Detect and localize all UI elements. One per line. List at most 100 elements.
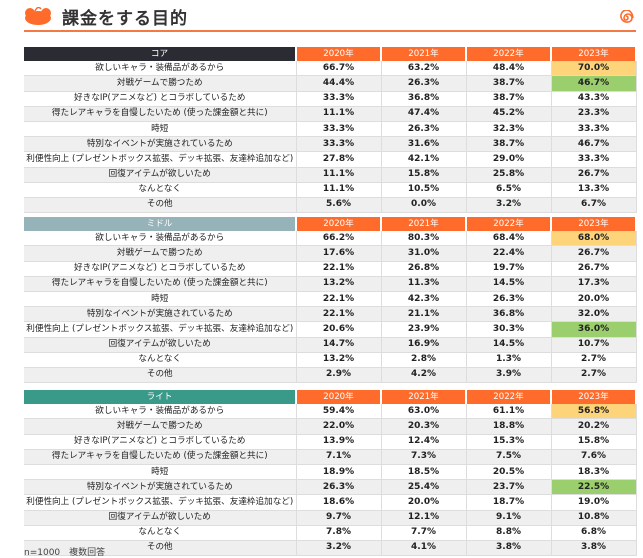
- section-title-bar: 課金をする目的: [24, 0, 636, 32]
- value-cell: 68.4%: [466, 231, 552, 247]
- table-row: 利便性向上 (プレゼントボックス拡張、デッキ拡張、友達枠追加など) 20.6% 23…: [24, 321, 637, 338]
- row-label: 対戦ゲームで勝つため: [24, 75, 297, 92]
- table-row: 好きなIP(アニメなど) とコラボしているため 33.3% 36.8% 38.7% 43…: [24, 91, 637, 107]
- header-row: ライト 2020年 2021年 2022年 2023年: [24, 390, 637, 405]
- value-cell: 2.7%: [551, 367, 637, 384]
- value-cell: 20.2%: [551, 418, 637, 435]
- value-cell: 22.1%: [296, 306, 382, 323]
- value-cell: 2.7%: [551, 352, 637, 368]
- value-cell: 3.2%: [466, 197, 552, 214]
- table-row: 特別なイベントが実施されているため 22.1% 21.1% 36.8% 32.0%: [24, 306, 637, 323]
- value-cell: 46.7%: [551, 75, 637, 92]
- value-cell: 7.5%: [466, 449, 552, 465]
- row-label: 好きなIP(アニメなど) とコラボしているため: [24, 261, 297, 277]
- row-label: 利便性向上 (プレゼントボックス拡張、デッキ拡張、友達枠追加など): [24, 321, 297, 338]
- table-row: なんとなく 11.1% 10.5% 6.5% 13.3%: [24, 182, 637, 198]
- value-cell: 18.7%: [466, 494, 552, 511]
- value-cell: 33.3%: [551, 121, 637, 138]
- value-cell: 66.2%: [296, 231, 382, 247]
- value-cell: 68.0%: [551, 231, 637, 247]
- table-row: 得たレアキャラを自慢したいため (使った課金額と共に) 7.1% 7.3% 7.5% 7…: [24, 449, 637, 465]
- value-cell: 10.7%: [551, 337, 637, 353]
- year-header: 2023年: [551, 390, 637, 405]
- value-cell: 46.7%: [551, 136, 637, 153]
- value-cell: 8.8%: [466, 525, 552, 541]
- value-cell: 22.0%: [296, 418, 382, 435]
- value-cell: 20.5%: [466, 464, 552, 481]
- value-cell: 13.2%: [296, 276, 382, 292]
- value-cell: 43.3%: [551, 91, 637, 107]
- value-cell: 14.5%: [466, 276, 552, 292]
- row-label: 好きなIP(アニメなど) とコラボしているため: [24, 91, 297, 107]
- value-cell: 19.7%: [466, 261, 552, 277]
- table-row: 時短 33.3% 26.3% 32.3% 33.3%: [24, 121, 637, 138]
- value-cell: 30.3%: [466, 321, 552, 338]
- row-label: なんとなく: [24, 525, 297, 541]
- table-middle: ミドル 2020年 2021年 2022年 2023年 欲しいキャラ・装備品があるから 66…: [24, 217, 637, 384]
- page-title: 課金をする目的: [62, 9, 188, 29]
- value-cell: 63.0%: [381, 404, 467, 420]
- table-row: その他 5.6% 0.0% 3.2% 6.7%: [24, 197, 637, 214]
- table-row: 回復アイテムが欲しいため 11.1% 15.8% 25.8% 26.7%: [24, 167, 637, 183]
- row-label: 対戦ゲームで勝つため: [24, 245, 297, 262]
- table-row: 利便性向上 (プレゼントボックス拡張、デッキ拡張、友達枠追加など) 18.6% 20…: [24, 494, 637, 511]
- table-row: 特別なイベントが実施されているため 33.3% 31.6% 38.7% 46.7%: [24, 136, 637, 153]
- value-cell: 22.4%: [466, 245, 552, 262]
- table-core: コア 2020年 2021年 2022年 2023年 欲しいキャラ・装備品があるから 66.…: [24, 47, 637, 214]
- value-cell: 32.3%: [466, 121, 552, 138]
- value-cell: 1.3%: [466, 352, 552, 368]
- value-cell: 2.8%: [381, 352, 467, 368]
- table-row: 対戦ゲームで勝つため 17.6% 31.0% 22.4% 26.7%: [24, 245, 637, 262]
- value-cell: 6.7%: [551, 197, 637, 214]
- value-cell: 12.4%: [381, 434, 467, 450]
- value-cell: 33.3%: [296, 91, 382, 107]
- value-cell: 20.6%: [296, 321, 382, 338]
- row-label: 回復アイテムが欲しいため: [24, 167, 297, 183]
- table-row: 好きなIP(アニメなど) とコラボしているため 13.9% 12.4% 15.3% 15…: [24, 434, 637, 450]
- value-cell: 26.3%: [466, 291, 552, 308]
- table-row: 欲しいキャラ・装備品があるから 66.7% 63.2% 48.4% 70.0%: [24, 61, 637, 77]
- row-label: 時短: [24, 291, 297, 308]
- value-cell: 48.4%: [466, 61, 552, 77]
- mascot-logo-icon: [25, 7, 51, 25]
- value-cell: 3.9%: [466, 367, 552, 384]
- value-cell: 33.3%: [296, 136, 382, 153]
- table-row: 欲しいキャラ・装備品があるから 66.2% 80.3% 68.4% 68.0%: [24, 231, 637, 247]
- value-cell: 47.4%: [381, 106, 467, 122]
- value-cell: 3.8%: [551, 540, 637, 557]
- row-label: 特別なイベントが実施されているため: [24, 136, 297, 153]
- value-cell: 4.2%: [381, 367, 467, 384]
- value-cell: 15.3%: [466, 434, 552, 450]
- value-cell: 32.0%: [551, 306, 637, 323]
- value-cell: 18.3%: [551, 464, 637, 481]
- header-row: ミドル 2020年 2021年 2022年 2023年: [24, 217, 637, 232]
- row-label: なんとなく: [24, 352, 297, 368]
- year-header: 2020年: [296, 217, 382, 232]
- value-cell: 31.6%: [381, 136, 467, 153]
- row-label: 好きなIP(アニメなど) とコラボしているため: [24, 434, 297, 450]
- value-cell: 20.3%: [381, 418, 467, 435]
- segment-header: ミドル: [24, 217, 297, 232]
- segment-header: コア: [24, 47, 297, 62]
- value-cell: 15.8%: [551, 434, 637, 450]
- row-label: 欲しいキャラ・装備品があるから: [24, 231, 297, 247]
- table-row: 対戦ゲームで勝つため 22.0% 20.3% 18.8% 20.2%: [24, 418, 637, 435]
- row-label: 利便性向上 (プレゼントボックス拡張、デッキ拡張、友達枠追加など): [24, 494, 297, 511]
- value-cell: 59.4%: [296, 404, 382, 420]
- table-row: その他 3.2% 4.1% 3.8% 3.8%: [24, 540, 637, 557]
- value-cell: 36.8%: [381, 91, 467, 107]
- value-cell: 13.9%: [296, 434, 382, 450]
- year-header: 2023年: [551, 217, 637, 232]
- value-cell: 14.5%: [466, 337, 552, 353]
- table-row: 得たレアキャラを自慢したいため (使った課金額と共に) 11.1% 47.4% 45.…: [24, 106, 637, 122]
- value-cell: 42.1%: [381, 151, 467, 168]
- value-cell: 17.3%: [551, 276, 637, 292]
- value-cell: 18.6%: [296, 494, 382, 511]
- value-cell: 33.3%: [296, 121, 382, 138]
- row-label: 回復アイテムが欲しいため: [24, 510, 297, 526]
- value-cell: 18.5%: [381, 464, 467, 481]
- value-cell: 7.6%: [551, 449, 637, 465]
- year-header: 2022年: [466, 390, 552, 405]
- value-cell: 11.1%: [296, 182, 382, 198]
- value-cell: 9.1%: [466, 510, 552, 526]
